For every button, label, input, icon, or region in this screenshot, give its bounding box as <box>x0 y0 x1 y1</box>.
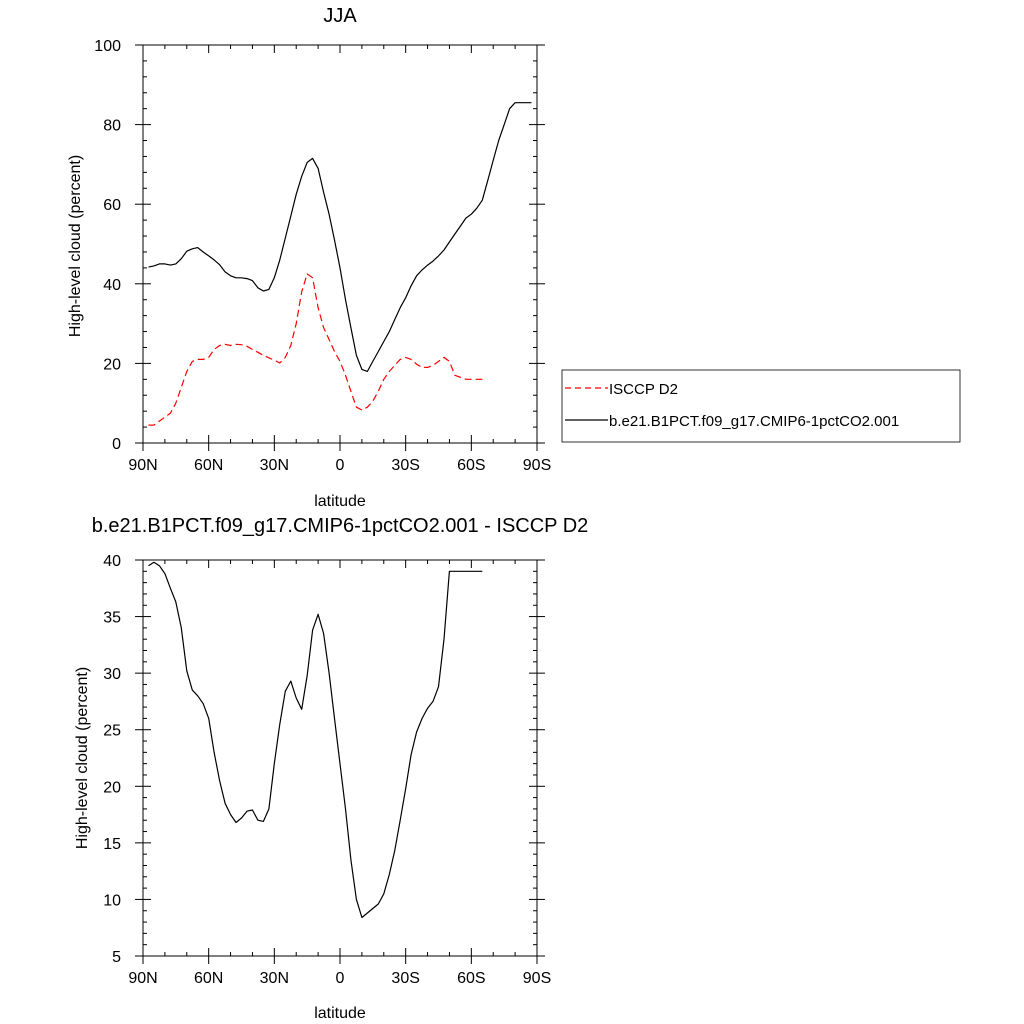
chart-top: JJA High-level cloud (percent) latitude … <box>67 5 961 510</box>
y-tick-label: 25 <box>103 723 121 740</box>
y-tick-label: 15 <box>103 836 121 853</box>
chart-title: b.e21.B1PCT.f09_g17.CMIP6-1pctCO2.001 - … <box>92 515 589 537</box>
y-axis-label: High-level cloud (percent) <box>67 155 84 337</box>
plot-frame <box>142 559 538 957</box>
series-line-0 <box>148 273 483 426</box>
y-tick-label: 20 <box>103 356 121 373</box>
y-tick-label: 0 <box>112 436 121 453</box>
y-tick-label: 40 <box>103 553 121 570</box>
legend: ISCCP D2 b.e21.B1PCT.f09_g17.CMIP6-1pctC… <box>561 369 961 443</box>
y-tick-label: 5 <box>112 949 121 966</box>
y-tick-label: 30 <box>103 666 121 683</box>
y-tick-label: 80 <box>103 118 121 135</box>
x-tick-label: 60N <box>194 457 223 474</box>
x-tick-label: 60S <box>457 970 485 987</box>
x-tick-label: 90S <box>523 970 551 987</box>
x-tick-label: 60S <box>457 457 485 474</box>
y-axis-label: High-level cloud (percent) <box>74 667 91 849</box>
x-tick-label: 30S <box>391 970 419 987</box>
chart-bottom: b.e21.B1PCT.f09_g17.CMIP6-1pctCO2.001 - … <box>74 515 588 1022</box>
plot-area: 90N 60N 30N 0 30S 60S 90S 0 20 40 60 80 100 <box>94 38 551 474</box>
y-tick-label: 60 <box>103 197 121 214</box>
x-tick-label: 0 <box>336 457 345 474</box>
x-tick-label: 30N <box>260 457 289 474</box>
x-tick-label: 60N <box>194 970 223 987</box>
legend-label-model: b.e21.B1PCT.f09_g17.CMIP6-1pctCO2.001 <box>609 413 899 430</box>
legend-box <box>561 369 961 443</box>
y-tick-label: 20 <box>103 779 121 796</box>
chart-title: JJA <box>323 5 357 27</box>
x-axis-label: latitude <box>314 493 366 510</box>
plot-frame <box>142 44 538 444</box>
y-tick-label: 10 <box>103 892 121 909</box>
x-tick-label: 30N <box>260 970 289 987</box>
y-tick-label: 100 <box>94 38 121 55</box>
plot-area: 90N 60N 30N 0 30S 60S 90S 5 10 15 20 25 30 35 40 <box>103 553 551 987</box>
x-tick-label: 0 <box>336 970 345 987</box>
x-axis-label: latitude <box>314 1005 366 1022</box>
x-tick-label: 90N <box>128 457 157 474</box>
x-tick-label: 30S <box>391 457 419 474</box>
y-tick-label: 40 <box>103 277 121 294</box>
x-tick-label: 90S <box>523 457 551 474</box>
x-tick-label: 90N <box>128 970 157 987</box>
y-tick-label: 35 <box>103 610 121 627</box>
legend-label-isccp: ISCCP D2 <box>609 381 678 398</box>
series-line-0 <box>148 561 483 919</box>
series-line-1 <box>148 102 532 372</box>
